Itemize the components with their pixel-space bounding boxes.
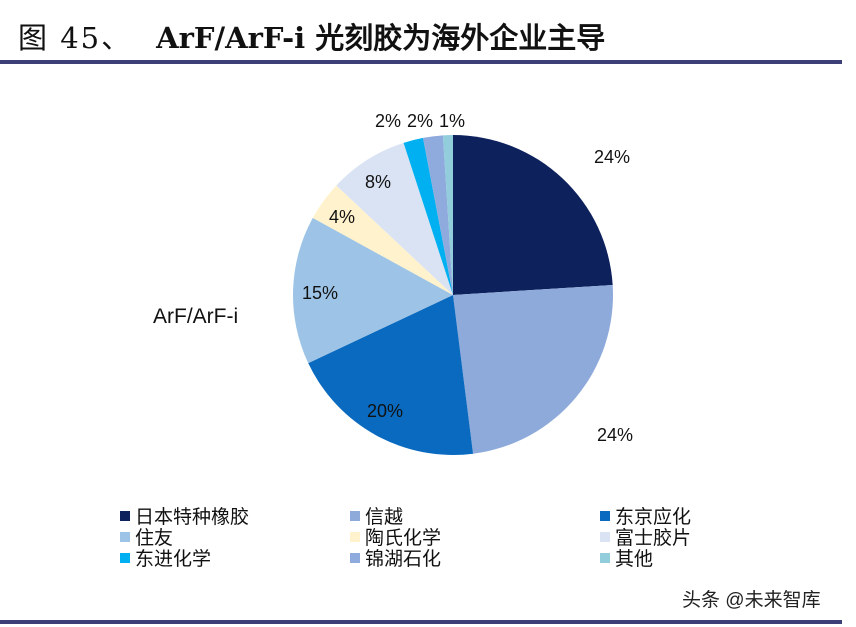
pie-data-label: 24% — [594, 147, 630, 167]
pie-data-label: 20% — [367, 401, 403, 421]
pie-data-label: 4% — [329, 207, 355, 227]
series-label: ArF/ArF-i — [153, 305, 239, 328]
pie-slice — [403, 137, 453, 295]
watermark: 头条 @未来智库 — [682, 590, 821, 611]
legend-label: 信越 — [365, 507, 404, 528]
legend-swatch — [350, 552, 360, 563]
legend-label: 其他 — [615, 549, 654, 570]
legend-item: 日本特种橡胶 — [120, 505, 350, 528]
pie-data-labels: 24% 24% 20% 15% 4% 8% 2% 2% 1% — [302, 111, 633, 445]
pie-data-label: 2% — [407, 111, 433, 131]
pie-slice — [453, 284, 613, 454]
pie-slice — [336, 142, 453, 295]
legend-item: 富士胶片 — [600, 526, 740, 549]
legend-swatch — [600, 552, 610, 563]
pie-data-label: 8% — [365, 172, 391, 192]
pie-slices — [293, 135, 613, 456]
legend-swatch — [600, 510, 610, 521]
pie-slice — [453, 135, 613, 295]
legend-swatch — [120, 531, 130, 542]
legend-swatch — [350, 510, 360, 521]
pie-data-label: 2% — [375, 111, 401, 131]
legend-item: 东京应化 — [600, 505, 740, 528]
legend-label: 东进化学 — [135, 549, 212, 570]
figure-title: 图 45、 ArF/ArF-i 光刻胶为海外企业主导 — [18, 14, 605, 58]
legend-label: 陶氏化学 — [365, 528, 442, 549]
top-divider — [0, 60, 842, 64]
legend-label: 富士胶片 — [615, 528, 692, 549]
chart-legend: 日本特种橡胶 信越 东京应化 住友 陶氏化学 富士胶片 东进化学 锦湖石化 其他 — [120, 505, 740, 570]
legend-item: 信越 — [350, 505, 600, 528]
pie-data-label: 15% — [302, 283, 338, 303]
legend-item: 锦湖石化 — [350, 547, 600, 570]
legend-swatch — [600, 531, 610, 542]
legend-swatch — [120, 510, 130, 521]
pie-data-label: 24% — [597, 425, 633, 445]
legend-swatch — [120, 552, 130, 563]
pie-slice — [308, 295, 474, 456]
legend-item: 东进化学 — [120, 547, 350, 570]
bottom-divider — [0, 620, 842, 624]
pie-slice — [442, 135, 453, 295]
legend-item: 其他 — [600, 547, 740, 570]
figure-heading: ArF/ArF-i 光刻胶为海外企业主导 — [156, 21, 606, 55]
pie-slice — [312, 185, 453, 295]
legend-label: 锦湖石化 — [365, 549, 442, 570]
pie-slice — [293, 217, 453, 364]
legend-item: 住友 — [120, 526, 350, 549]
pie-data-label: 1% — [439, 111, 465, 131]
pie-slice — [423, 135, 453, 295]
legend-label: 日本特种橡胶 — [135, 507, 250, 528]
legend-item: 陶氏化学 — [350, 526, 600, 549]
legend-label: 住友 — [135, 528, 174, 549]
legend-swatch — [350, 531, 360, 542]
legend-label: 东京应化 — [615, 507, 692, 528]
figure-number: 图 45、 — [18, 21, 133, 55]
